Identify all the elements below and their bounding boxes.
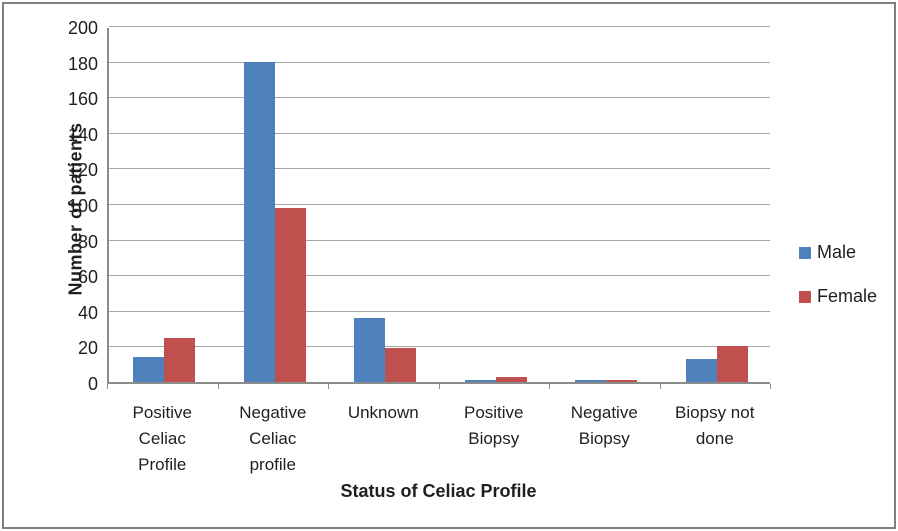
y-tick-label-100: 100 <box>67 196 98 216</box>
plot-area <box>107 26 773 384</box>
gridline-20 <box>109 346 770 348</box>
bar-male-4 <box>575 380 607 382</box>
y-tick-label-160: 160 <box>67 89 98 110</box>
bar-group-0 <box>109 28 220 382</box>
bar-female-4 <box>606 380 638 382</box>
bar-group-4 <box>551 28 662 382</box>
x-tick-mark-5 <box>659 384 661 389</box>
x-tick-mark-0 <box>107 384 108 389</box>
bar-male-3 <box>464 380 496 382</box>
gridline-200 <box>109 26 770 27</box>
bar-female-0 <box>164 337 196 382</box>
bar-male-1 <box>243 61 275 382</box>
gridline-100 <box>109 204 770 205</box>
y-tick-label-20: 20 <box>77 338 98 359</box>
bar-female-2 <box>385 348 417 382</box>
female-series-swatch-icon <box>799 290 811 303</box>
bar-group-2 <box>330 28 441 382</box>
x-tick-mark-4 <box>549 384 550 389</box>
bar-female-3 <box>495 376 527 382</box>
legend-entry-female: Female <box>799 286 877 307</box>
category-label-0: Positive Celiac Profile <box>132 403 193 474</box>
y-tick-label-80: 80 <box>77 231 98 252</box>
y-tick-label-0: 0 <box>87 374 98 394</box>
x-tick-mark-1 <box>217 384 219 389</box>
bar-group-1 <box>220 28 331 382</box>
bar-female-5 <box>716 346 748 382</box>
bar-male-0 <box>133 357 165 382</box>
y-tick-label-120: 120 <box>67 160 98 181</box>
x-tick-mark-6 <box>770 384 771 389</box>
y-tick-label-140: 140 <box>67 124 98 145</box>
category-label-1: Negative Celiac profile <box>239 403 307 474</box>
x-tick-mark-3 <box>438 384 440 389</box>
legend: Male Female <box>799 242 877 307</box>
y-tick-label-60: 60 <box>77 267 98 288</box>
gridline-80 <box>109 239 770 241</box>
category-label-3: Positive Biopsy <box>463 403 524 448</box>
category-label-2: Unknown <box>347 403 419 422</box>
bar-group-5 <box>662 28 773 382</box>
y-tick-label-200: 200 <box>67 18 98 38</box>
category-label-5: Biopsy not done <box>675 403 755 448</box>
bar-group-3 <box>441 28 552 382</box>
x-tick-mark-2 <box>328 384 329 389</box>
gridline-60 <box>109 275 770 277</box>
y-tick-label-180: 180 <box>67 53 98 74</box>
category-label-4: Negative Biopsy <box>570 403 638 448</box>
y-tick-label-40: 40 <box>77 302 98 323</box>
bar-male-5 <box>685 358 717 382</box>
gridline-160 <box>109 97 770 99</box>
gridline-180 <box>109 61 770 63</box>
x-axis-title: Status of Celiac Profile <box>340 481 537 501</box>
legend-entry-male: Male <box>799 242 877 263</box>
legend-label-male: Male <box>817 242 857 262</box>
gridline-120 <box>109 168 770 170</box>
legend-label-female: Female <box>817 286 878 306</box>
gridline-40 <box>109 310 770 312</box>
gridline-140 <box>109 132 770 134</box>
bar-female-1 <box>274 207 306 382</box>
male-series-swatch-icon <box>799 246 811 259</box>
bar-male-2 <box>354 317 386 382</box>
